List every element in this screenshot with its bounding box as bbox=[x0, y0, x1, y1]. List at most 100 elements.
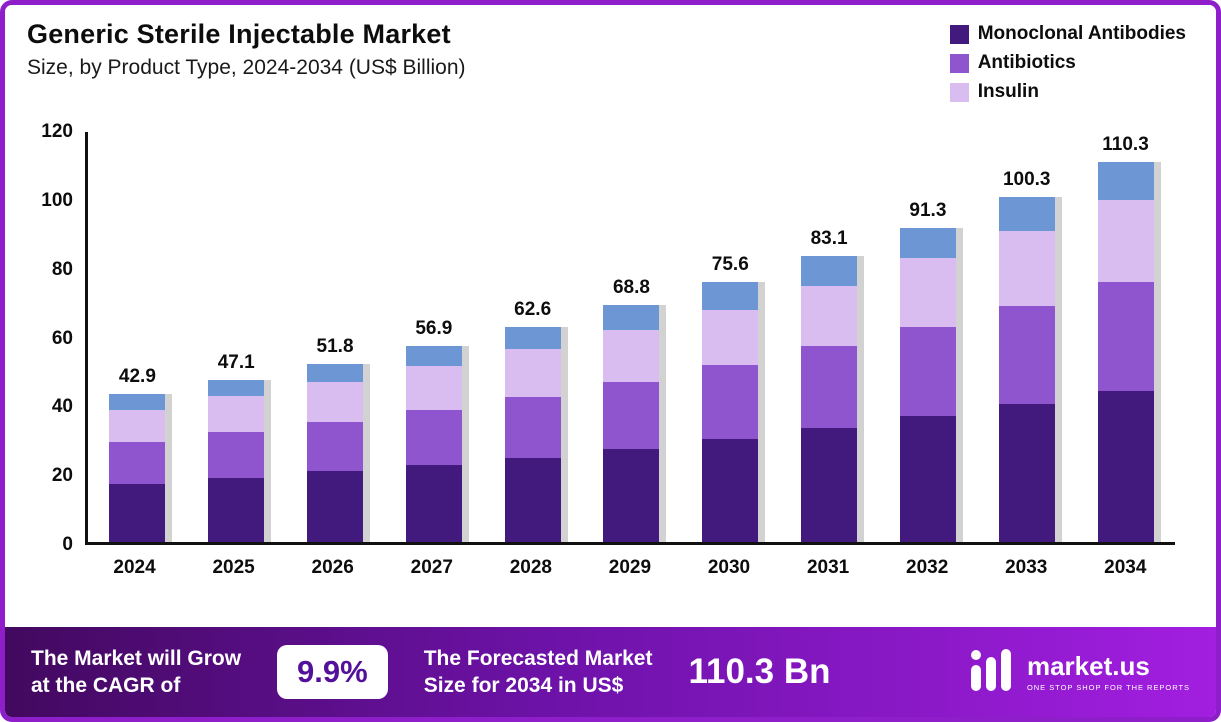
bar-segment-top bbox=[504, 326, 561, 350]
bar-segment-insulin bbox=[603, 330, 660, 382]
cagr-text-line1: The Market will Grow bbox=[31, 646, 242, 670]
bar-segment-top bbox=[405, 346, 462, 367]
legend: Monoclonal Antibodies Antibiotics Insulin bbox=[949, 23, 1186, 103]
bar-segment-antibiotics bbox=[801, 345, 858, 429]
bar-segment-antibiotics bbox=[109, 442, 166, 484]
bar-segment-insulin bbox=[998, 230, 1055, 307]
bar-segment-antibiotics bbox=[603, 381, 660, 450]
bar-total-label: 56.9 bbox=[415, 318, 453, 340]
chart-header: Generic Sterile Injectable Market Size, … bbox=[27, 19, 466, 80]
brand-name: market.us bbox=[1026, 650, 1150, 681]
bar-segment-top bbox=[702, 281, 759, 310]
bar-segment-insulin bbox=[405, 366, 462, 410]
bar-stack bbox=[109, 394, 166, 542]
x-axis-label: 2026 bbox=[311, 557, 354, 578]
bar-segment-top bbox=[998, 196, 1055, 231]
bar-total-label: 42.9 bbox=[118, 366, 156, 388]
chart-section: Generic Sterile Injectable Market Size, … bbox=[5, 5, 1216, 627]
bar-segment-antibiotics bbox=[899, 326, 956, 417]
bar-segment-antibiotics bbox=[702, 364, 759, 439]
bar-stack bbox=[504, 326, 561, 542]
bar-segment-top bbox=[109, 394, 166, 410]
bar-segment-monoclonal-antibodies bbox=[702, 438, 759, 542]
bar-segment-insulin bbox=[702, 309, 759, 365]
bar-total-label: 100.3 bbox=[1002, 168, 1051, 190]
bar-total-label: 68.8 bbox=[612, 277, 650, 299]
bar-total-label: 91.3 bbox=[909, 199, 947, 221]
bar-segment-top bbox=[208, 379, 265, 396]
forecast-text-line2: Size for 2034 in US$ bbox=[423, 674, 624, 697]
chart-subtitle: Size, by Product Type, 2024-2034 (US$ Bi… bbox=[27, 56, 466, 79]
x-axis-label: 2024 bbox=[113, 557, 156, 578]
bar-column-2027: 56.9 bbox=[405, 318, 463, 542]
brand-text: market.us ONE STOP SHOP FOR THE REPORTS bbox=[1027, 653, 1190, 692]
x-axis-label: 2025 bbox=[212, 557, 255, 578]
bars: 42.9 47.1 51.8 56.9 62.6 68.8 75.6 83.1 91.3 100.… bbox=[88, 132, 1175, 542]
x-axis-label: 2029 bbox=[608, 557, 652, 578]
plot-area: 42.9 47.1 51.8 56.9 62.6 68.8 75.6 83.1 91.3 100.… bbox=[85, 132, 1175, 545]
bar-column-2032: 91.3 bbox=[899, 200, 957, 542]
bar-stack bbox=[801, 256, 858, 542]
y-tick-label: 100 bbox=[41, 189, 73, 211]
bar-segment-insulin bbox=[307, 381, 364, 422]
x-axis-label: 2028 bbox=[509, 557, 552, 578]
x-axis-label: 2027 bbox=[410, 557, 453, 578]
legend-swatch bbox=[949, 24, 969, 44]
bar-stack bbox=[307, 363, 364, 542]
y-tick-label: 40 bbox=[51, 396, 73, 418]
bar-segment-monoclonal-antibodies bbox=[109, 483, 166, 542]
bar-total-label: 83.1 bbox=[810, 228, 848, 250]
bar-segment-antibiotics bbox=[504, 397, 561, 458]
legend-label: Monoclonal Antibodies bbox=[977, 23, 1186, 44]
bar-segment-monoclonal-antibodies bbox=[504, 457, 561, 542]
legend-item: Antibiotics bbox=[949, 52, 1186, 74]
forecast-text-line1: The Forecasted Market bbox=[423, 646, 653, 670]
chart-title: Generic Sterile Injectable Market bbox=[27, 19, 451, 49]
bar-segment-antibiotics bbox=[307, 421, 364, 472]
legend-swatch bbox=[949, 82, 969, 102]
bar-segment-monoclonal-antibodies bbox=[603, 449, 660, 542]
bar-segment-antibiotics bbox=[1097, 282, 1154, 391]
x-axis-label: 2030 bbox=[707, 557, 751, 578]
y-tick-label: 20 bbox=[51, 465, 73, 487]
x-axis-label: 2034 bbox=[1104, 557, 1147, 578]
bar-total-label: 62.6 bbox=[514, 298, 552, 320]
bar-column-2026: 51.8 bbox=[306, 336, 364, 542]
bar-column-2029: 68.8 bbox=[602, 277, 660, 542]
forecast-text: The Forecasted Market Size for 2034 in U… bbox=[424, 645, 653, 700]
bar-stack bbox=[998, 196, 1055, 542]
bar-total-label: 110.3 bbox=[1102, 134, 1149, 156]
footer-banner: The Market will Grow at the CAGR of 9.9%… bbox=[5, 627, 1216, 717]
bar-segment-insulin bbox=[504, 349, 561, 398]
bar-segment-top bbox=[603, 305, 660, 331]
bar-segment-monoclonal-antibodies bbox=[801, 428, 858, 542]
bar-total-label: 51.8 bbox=[316, 335, 354, 357]
y-axis: 0 20 40 60 80 100 120 bbox=[23, 121, 81, 555]
bar-segment-antibiotics bbox=[405, 409, 462, 465]
bar-segment-top bbox=[801, 256, 858, 286]
x-axis: 2024 2025 2026 2027 2028 2029 2030 2031 2032 2033… bbox=[85, 557, 1175, 579]
bar-segment-insulin bbox=[1097, 199, 1154, 283]
legend-item: Insulin bbox=[949, 81, 1186, 103]
bar-column-2028: 62.6 bbox=[504, 299, 562, 542]
brand-block: market.us ONE STOP SHOP FOR THE REPORTS bbox=[969, 648, 1190, 696]
cagr-value-pill: 9.9% bbox=[277, 645, 388, 699]
bar-segment-antibiotics bbox=[208, 431, 265, 479]
bar-segment-insulin bbox=[208, 395, 265, 432]
x-axis-label: 2033 bbox=[1005, 557, 1048, 578]
x-axis-label: 2031 bbox=[806, 557, 850, 578]
bar-segment-monoclonal-antibodies bbox=[307, 471, 364, 542]
legend-swatch bbox=[949, 53, 969, 73]
bar-segment-insulin bbox=[801, 285, 858, 346]
legend-label: Insulin bbox=[977, 81, 1039, 102]
bar-segment-monoclonal-antibodies bbox=[1097, 390, 1154, 542]
bar-stack bbox=[702, 281, 759, 542]
marketus-logo-icon bbox=[969, 648, 1015, 696]
bar-column-2033: 100.3 bbox=[998, 169, 1056, 542]
bar-column-2034: 110.3 bbox=[1097, 134, 1155, 542]
bar-total-label: 47.1 bbox=[217, 351, 255, 373]
bar-column-2030: 75.6 bbox=[701, 254, 759, 542]
legend-item: Monoclonal Antibodies bbox=[949, 23, 1186, 45]
legend-label: Antibiotics bbox=[977, 52, 1076, 73]
cagr-text-line2: at the CAGR of bbox=[31, 674, 181, 697]
